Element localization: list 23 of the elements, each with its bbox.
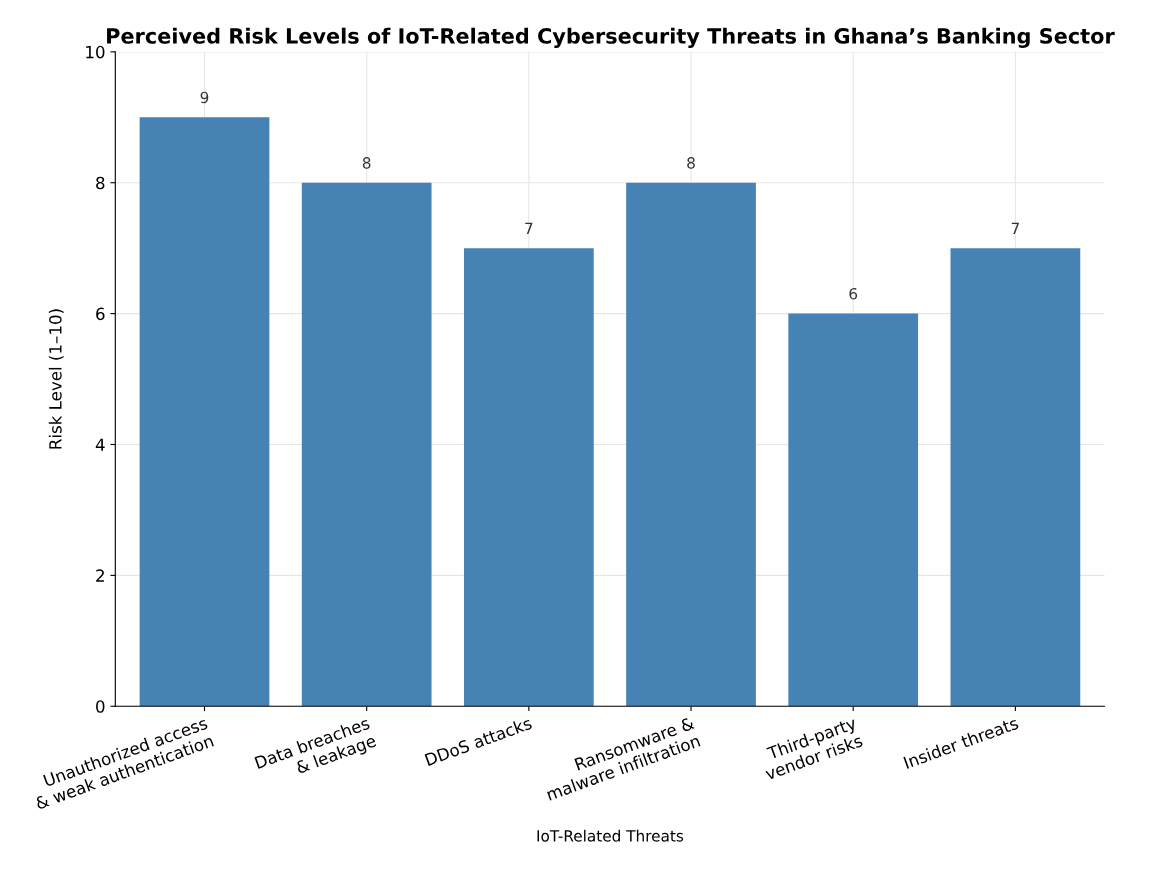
data-label: 8 xyxy=(362,157,371,169)
bar xyxy=(626,182,756,707)
x-tick-label: DDoS attacks xyxy=(424,716,533,767)
y-tick-label: 6 xyxy=(96,307,105,321)
x-axis-title: IoT-Related Threats xyxy=(537,829,684,842)
data-label: 7 xyxy=(1011,222,1019,234)
y-tick-label: 0 xyxy=(96,700,105,713)
data-label: 7 xyxy=(525,222,533,234)
bar xyxy=(950,248,1081,707)
bar xyxy=(788,313,919,707)
data-label: 9 xyxy=(200,91,209,104)
data-label: 8 xyxy=(687,157,695,169)
bar xyxy=(463,248,594,707)
y-tick-label: 4 xyxy=(95,438,105,451)
bar xyxy=(301,182,432,707)
chart-title: Perceived Risk Levels of IoT-Related Cybersecurity Threats in Ghana’s Banking Sector xyxy=(107,27,1115,49)
data-label: 6 xyxy=(849,287,858,300)
y-tick-label: 8 xyxy=(96,176,105,190)
y-tick-label: 10 xyxy=(86,45,105,59)
x-tick-label: Insider threats xyxy=(903,716,1020,769)
y-axis-title: Risk Level (1–10) xyxy=(48,309,64,449)
bar xyxy=(139,117,270,707)
y-tick-label: 2 xyxy=(96,569,104,582)
